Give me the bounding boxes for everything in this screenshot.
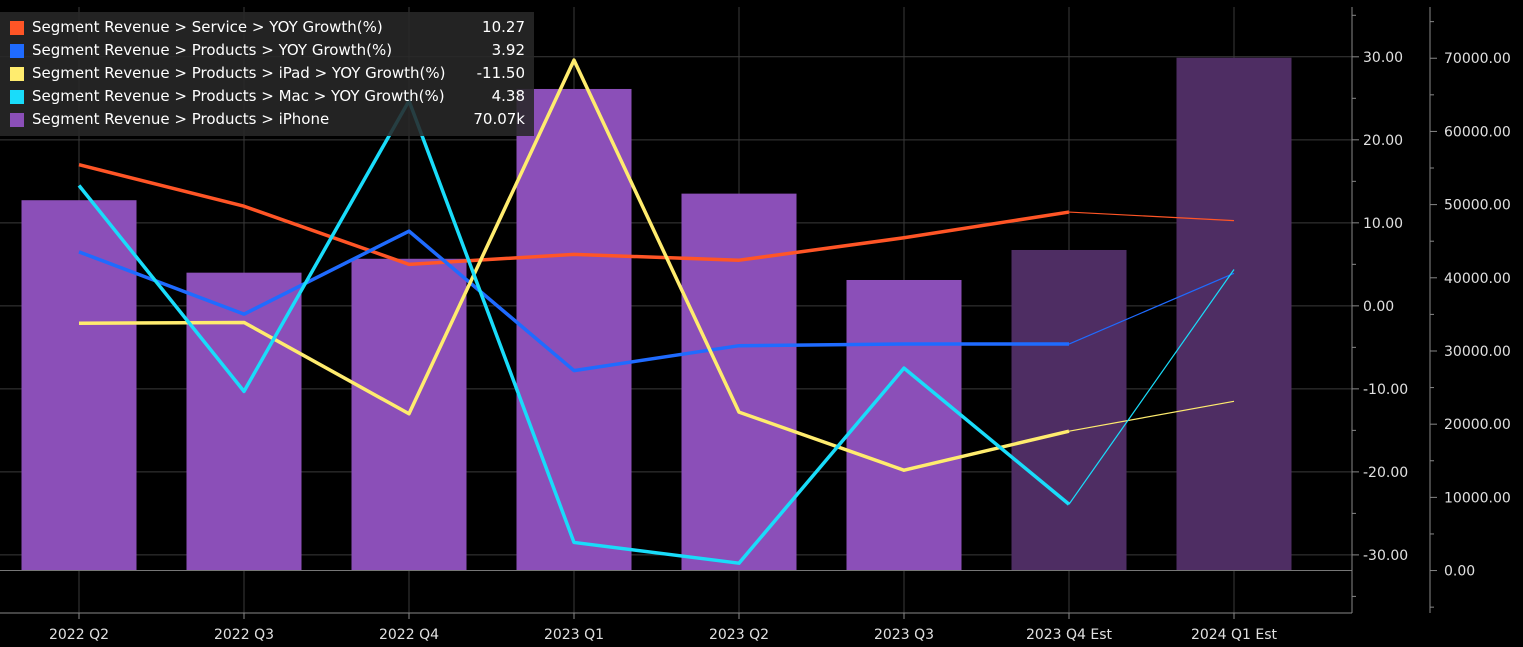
axis-label-percent: 30.00 xyxy=(1363,50,1403,66)
axis-label-revenue: 10000.00 xyxy=(1444,490,1511,506)
legend-value: -11.50 xyxy=(476,64,525,82)
legend-swatch xyxy=(10,44,24,58)
axis-label-percent: -10.00 xyxy=(1363,382,1408,398)
legend-swatch xyxy=(10,21,24,35)
legend-item-ipad-growth[interactable]: Segment Revenue > Products > iPad > YOY … xyxy=(10,63,525,83)
legend-item-iphone-revenue[interactable]: Segment Revenue > Products > iPhone 70.0… xyxy=(10,109,525,129)
legend-swatch xyxy=(10,67,24,81)
axis-label-x: 2023 Q3 xyxy=(874,627,934,643)
legend-swatch xyxy=(10,113,24,127)
axis-label-x: 2022 Q2 xyxy=(49,627,109,643)
axis-label-percent: 10.00 xyxy=(1363,216,1403,232)
legend-label: Segment Revenue > Service > YOY Growth(%… xyxy=(32,18,383,36)
line-series-2 xyxy=(78,58,1070,472)
legend-value: 4.38 xyxy=(491,87,525,105)
legend-item-service-growth[interactable]: Segment Revenue > Service > YOY Growth(%… xyxy=(10,17,525,37)
bar-iphone-3 xyxy=(516,88,632,571)
legend-label: Segment Revenue > Products > Mac > YOY G… xyxy=(32,87,445,105)
axis-label-x: 2024 Q1 Est xyxy=(1191,627,1278,643)
legend-item-mac-growth[interactable]: Segment Revenue > Products > Mac > YOY G… xyxy=(10,86,525,106)
line-series-estimate-0 xyxy=(1068,211,1235,222)
legend-value: 3.92 xyxy=(491,41,525,59)
axis-label-percent: -20.00 xyxy=(1363,465,1408,481)
legend-label: Segment Revenue > Products > iPhone xyxy=(32,110,330,128)
bar-iphone-0 xyxy=(21,200,137,571)
axis-label-x: 2023 Q4 Est xyxy=(1026,627,1113,643)
axis-label-revenue: 40000.00 xyxy=(1444,271,1511,287)
line-series-0 xyxy=(78,163,1070,267)
axis-label-revenue: 60000.00 xyxy=(1444,124,1511,140)
legend-swatch xyxy=(10,90,24,104)
axis-label-x: 2022 Q4 xyxy=(379,627,439,643)
axis-label-x: 2023 Q2 xyxy=(709,627,769,643)
legend-value: 10.27 xyxy=(482,18,525,36)
axis-label-percent: 0.00 xyxy=(1363,299,1394,315)
line-series-estimate-1 xyxy=(1068,272,1235,345)
axis-label-x: 2023 Q1 xyxy=(544,627,604,643)
legend-label: Segment Revenue > Products > iPad > YOY … xyxy=(32,64,446,82)
bar-iphone-7 xyxy=(1176,57,1292,571)
axis-label-revenue: 30000.00 xyxy=(1444,344,1511,360)
legend-item-products-growth[interactable]: Segment Revenue > Products > YOY Growth(… xyxy=(10,40,525,60)
axis-label-revenue: 50000.00 xyxy=(1444,198,1511,214)
axis-label-percent: -30.00 xyxy=(1363,548,1408,564)
line-series-1 xyxy=(78,229,1069,373)
legend-label: Segment Revenue > Products > YOY Growth(… xyxy=(32,41,393,59)
line-series-estimate-3 xyxy=(1068,269,1235,505)
axis-label-revenue: 0.00 xyxy=(1444,564,1475,580)
bar-iphone-5 xyxy=(846,279,962,571)
legend-value: 70.07k xyxy=(473,110,525,128)
axis-label-revenue: 70000.00 xyxy=(1444,51,1511,67)
axis-label-x: 2022 Q3 xyxy=(214,627,274,643)
chart-legend: Segment Revenue > Service > YOY Growth(%… xyxy=(0,12,534,136)
line-series-3 xyxy=(77,99,1071,565)
axis-label-percent: 20.00 xyxy=(1363,133,1403,149)
bar-iphone-6 xyxy=(1011,249,1127,571)
axis-label-revenue: 20000.00 xyxy=(1444,417,1511,433)
line-series-estimate-2 xyxy=(1068,400,1235,432)
